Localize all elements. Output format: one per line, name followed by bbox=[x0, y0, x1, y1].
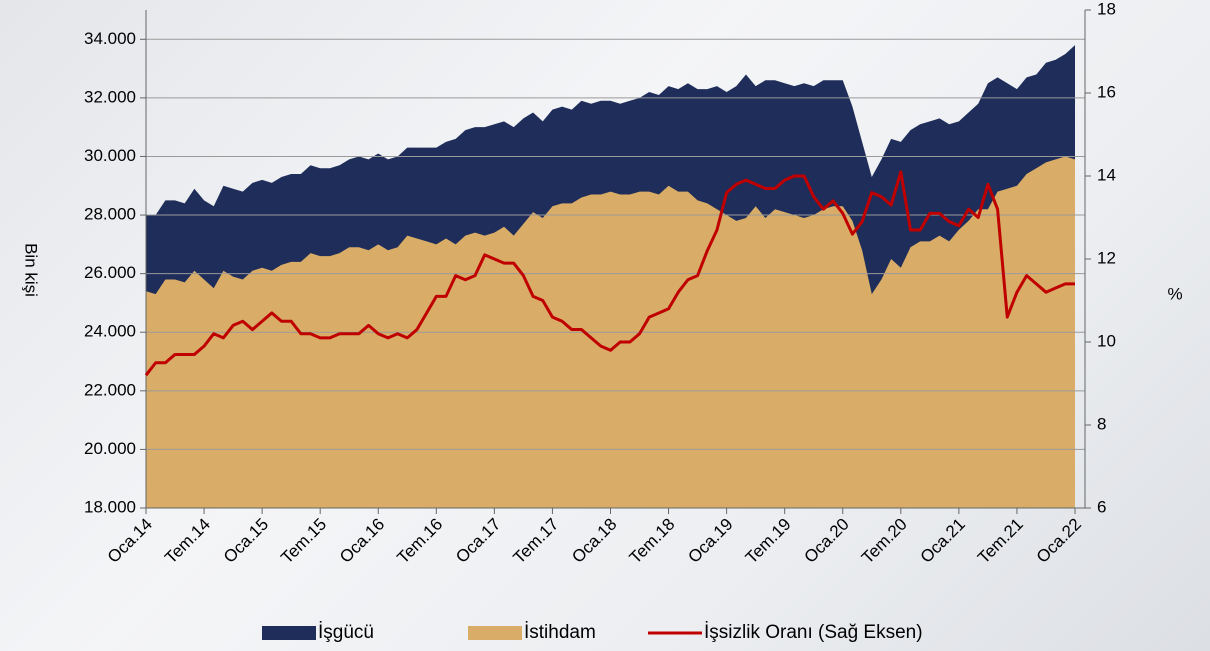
x-tick-label: Tem.20 bbox=[858, 515, 911, 568]
legend-label: İşgücü bbox=[318, 622, 374, 643]
legend-swatch bbox=[468, 626, 522, 640]
y2-tick-label: 8 bbox=[1097, 414, 1106, 433]
x-tick-label: Oca.16 bbox=[336, 515, 388, 567]
x-tick-label: Oca.21 bbox=[917, 515, 969, 567]
y-tick-label: 20.000 bbox=[84, 439, 136, 458]
x-tick-label: Tem.17 bbox=[510, 515, 563, 568]
y2-tick-label: 16 bbox=[1097, 82, 1116, 101]
x-tick-label: Oca.19 bbox=[684, 515, 736, 567]
legend-label: İstihdam bbox=[524, 622, 596, 643]
line bbox=[144, 170, 1075, 377]
x-tick-label: Tem.21 bbox=[974, 515, 1027, 568]
x-tick-label: Oca.14 bbox=[104, 515, 156, 567]
legend-swatch bbox=[262, 626, 316, 640]
y-tick-label: 34.000 bbox=[84, 29, 136, 48]
x-tick-label: Tem.14 bbox=[161, 515, 214, 568]
x-tick-label: Tem.18 bbox=[626, 515, 679, 568]
x-tick-label: Oca.17 bbox=[452, 515, 504, 567]
x-tick-label: Oca.15 bbox=[220, 515, 272, 567]
y2-tick-label: 12 bbox=[1097, 248, 1116, 267]
y-tick-label: 24.000 bbox=[84, 322, 136, 341]
x-tick-label: Tem.15 bbox=[277, 515, 330, 568]
legend-label: İşsizlik Oranı (Sağ Eksen) bbox=[704, 622, 923, 643]
y2-tick-label: 14 bbox=[1097, 165, 1116, 184]
x-tick-label: Oca.18 bbox=[568, 515, 620, 567]
y-tick-label: 28.000 bbox=[84, 205, 136, 224]
x-tick-label: Oca.22 bbox=[1033, 515, 1085, 567]
y-tick-label: 32.000 bbox=[84, 87, 136, 106]
y2-tick-label: 18 bbox=[1097, 0, 1116, 18]
y-axis-label: Bin kişi bbox=[22, 243, 41, 297]
x-tick-label: Tem.19 bbox=[742, 515, 795, 568]
y-tick-label: 30.000 bbox=[84, 146, 136, 165]
y2-tick-label: 10 bbox=[1097, 331, 1116, 350]
y-tick-label: 22.000 bbox=[84, 380, 136, 399]
y2-axis-label: % bbox=[1167, 284, 1182, 303]
y-tick-label: 26.000 bbox=[84, 263, 136, 282]
y-tick-label: 18.000 bbox=[84, 497, 136, 516]
y2-tick-label: 6 bbox=[1097, 497, 1106, 516]
x-tick-label: Oca.20 bbox=[801, 515, 853, 567]
x-tick-label: Tem.16 bbox=[393, 515, 446, 568]
